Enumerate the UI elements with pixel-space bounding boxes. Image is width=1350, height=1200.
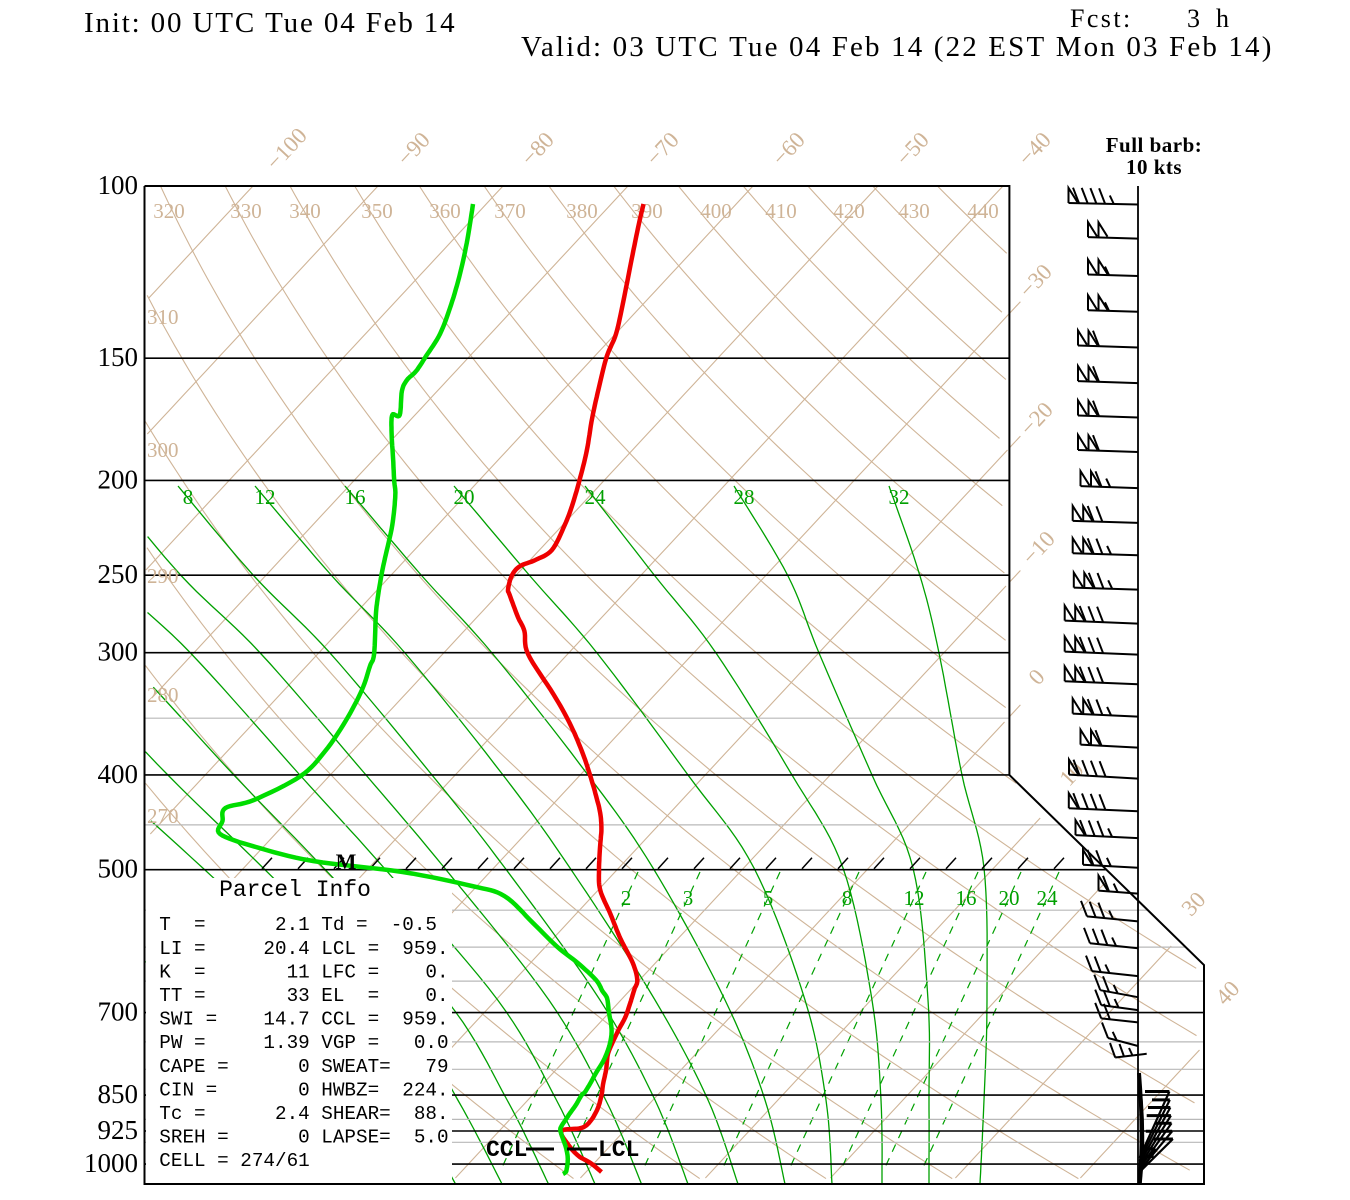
svg-text:20: 20 [999, 886, 1020, 910]
svg-text:150: 150 [98, 342, 139, 372]
svg-text:300: 300 [147, 438, 179, 462]
svg-text:CELL = 274/61: CELL = 274/61 [159, 1150, 309, 1172]
svg-text:PW = 1.39 VGP = 0.0: PW = 1.39 VGP = 0.0 [159, 1032, 448, 1054]
svg-text:12: 12 [255, 485, 276, 509]
svg-text:270: 270 [147, 804, 179, 828]
svg-text:Fcst:: Fcst: [1070, 4, 1133, 33]
svg-text:300: 300 [98, 637, 139, 667]
svg-text:410: 410 [765, 199, 797, 223]
svg-text:200: 200 [98, 464, 139, 494]
svg-text:8: 8 [842, 886, 853, 910]
svg-text:925: 925 [98, 1115, 139, 1145]
svg-text:T = 2.1 Td = -0.5: T = 2.1 Td = -0.5 [159, 914, 437, 936]
svg-text:12: 12 [904, 886, 925, 910]
svg-text:400: 400 [700, 199, 732, 223]
svg-text:24: 24 [585, 485, 607, 509]
svg-text:24: 24 [1037, 886, 1059, 910]
svg-text:LI = 20.4 LCL = 959.: LI = 20.4 LCL = 959. [159, 938, 448, 960]
svg-text:320: 320 [153, 199, 185, 223]
svg-text:2: 2 [621, 886, 632, 910]
svg-text:420: 420 [833, 199, 865, 223]
svg-text:LCL: LCL [598, 1137, 639, 1163]
svg-text:Full barb:: Full barb: [1106, 133, 1203, 157]
svg-text:5: 5 [763, 886, 774, 910]
svg-text:8: 8 [183, 485, 194, 509]
svg-text:16: 16 [345, 485, 366, 509]
svg-text:290: 290 [147, 564, 179, 588]
svg-text:3: 3 [683, 886, 694, 910]
svg-text:430: 430 [898, 199, 930, 223]
svg-text:850: 850 [98, 1079, 139, 1109]
svg-text:Valid: 03 UTC Tue 04 Feb 14 (2: Valid: 03 UTC Tue 04 Feb 14 (22 EST Mon … [521, 31, 1274, 63]
svg-text:20: 20 [454, 485, 475, 509]
svg-text:SWI = 14.7 CCL = 959.: SWI = 14.7 CCL = 959. [159, 1009, 448, 1031]
svg-text:h: h [1216, 4, 1229, 33]
svg-text:500: 500 [98, 854, 139, 884]
svg-text:Parcel Info: Parcel Info [219, 877, 371, 903]
svg-text:28: 28 [734, 485, 755, 509]
svg-text:3: 3 [1187, 4, 1200, 33]
svg-text:CCL: CCL [486, 1137, 527, 1163]
svg-text:32: 32 [889, 485, 910, 509]
svg-text:Init: 00 UTC Tue 04 Feb 14: Init: 00 UTC Tue 04 Feb 14 [84, 7, 457, 39]
svg-text:Tc = 2.4 SHEAR= 88.: Tc = 2.4 SHEAR= 88. [159, 1103, 448, 1125]
svg-text:330: 330 [230, 199, 262, 223]
svg-text:M: M [336, 849, 357, 874]
svg-text:100: 100 [98, 170, 139, 200]
svg-text:370: 370 [494, 199, 526, 223]
svg-text:250: 250 [98, 559, 139, 589]
svg-text:390: 390 [631, 199, 663, 223]
svg-text:440: 440 [967, 199, 999, 223]
svg-text:360: 360 [429, 199, 461, 223]
svg-text:K = 11 LFC = 0.: K = 11 LFC = 0. [159, 961, 448, 983]
svg-text:340: 340 [289, 199, 321, 223]
svg-text:310: 310 [147, 305, 179, 329]
svg-text:TT = 33 EL = 0.: TT = 33 EL = 0. [159, 985, 448, 1007]
svg-text:380: 380 [566, 199, 598, 223]
svg-text:280: 280 [147, 683, 179, 707]
svg-text:10 kts: 10 kts [1126, 155, 1182, 179]
svg-text:16: 16 [956, 886, 977, 910]
svg-text:SREH = 0 LAPSE= 5.0: SREH = 0 LAPSE= 5.0 [159, 1127, 448, 1149]
svg-text:400: 400 [98, 759, 139, 789]
svg-text:700: 700 [98, 997, 139, 1027]
svg-text:1000: 1000 [84, 1148, 138, 1178]
svg-text:350: 350 [361, 199, 393, 223]
svg-text:CAPE = 0 SWEAT= 79: CAPE = 0 SWEAT= 79 [159, 1056, 448, 1078]
svg-text:CIN = 0 HWBZ= 224.: CIN = 0 HWBZ= 224. [159, 1079, 448, 1101]
